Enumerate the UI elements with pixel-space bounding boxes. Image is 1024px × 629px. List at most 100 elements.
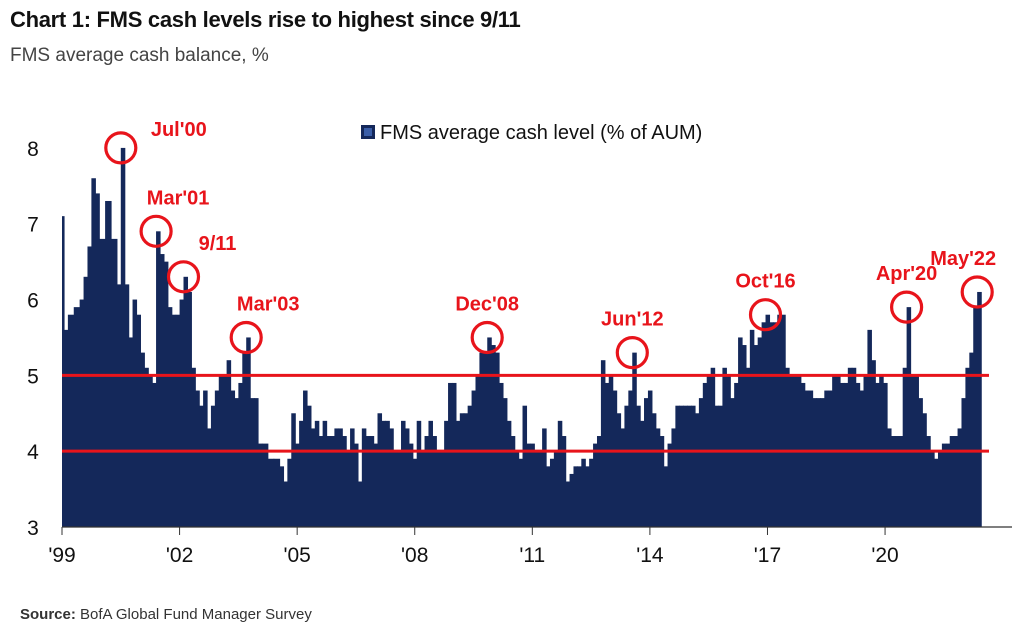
bar	[87, 246, 92, 527]
bar	[918, 398, 923, 527]
bar	[140, 352, 145, 527]
bar	[448, 382, 453, 527]
bar	[577, 466, 582, 527]
bar	[769, 322, 774, 527]
bar	[167, 307, 173, 527]
bar	[957, 428, 963, 527]
bar	[361, 428, 367, 527]
bar	[238, 382, 243, 527]
bar	[428, 420, 433, 527]
bar	[585, 466, 590, 527]
bar	[867, 329, 872, 527]
legend-swatch-highlight	[364, 128, 372, 136]
bar	[569, 473, 575, 527]
bar	[357, 481, 363, 527]
bar	[620, 428, 626, 527]
annotation-label: Oct'16	[735, 271, 795, 293]
bar	[420, 451, 426, 527]
bar	[785, 367, 790, 527]
bar	[350, 428, 355, 527]
bar	[287, 458, 292, 527]
bar	[965, 367, 970, 527]
x-tick-label: '17	[754, 544, 781, 567]
bar	[424, 436, 430, 527]
y-tick-label: 3	[27, 517, 39, 540]
bar	[295, 443, 300, 527]
bar	[816, 398, 821, 527]
bar	[365, 436, 371, 527]
bar	[777, 314, 782, 527]
bar	[510, 436, 516, 527]
bar	[322, 420, 328, 527]
annotation-circle	[470, 320, 504, 355]
bar	[338, 428, 343, 527]
legend: FMS average cash level (% of AUM)	[361, 122, 702, 144]
bar	[624, 405, 629, 527]
bar	[526, 443, 531, 527]
bar	[99, 238, 106, 527]
bar	[691, 405, 696, 527]
bar	[702, 382, 708, 527]
bar	[961, 398, 966, 527]
bar	[667, 443, 673, 527]
bar	[616, 413, 622, 527]
bar	[436, 451, 441, 527]
bar	[124, 284, 130, 527]
bar	[91, 178, 96, 528]
bar	[804, 390, 810, 527]
bar	[926, 436, 931, 527]
y-tick-label: 4	[27, 441, 39, 464]
bar	[187, 291, 192, 527]
bar	[522, 405, 528, 527]
bar	[761, 322, 767, 527]
annotation-circle	[889, 290, 924, 324]
x-tick-label: '08	[401, 544, 428, 567]
x-tick-label: '14	[636, 544, 664, 567]
bar	[199, 405, 204, 527]
bar	[116, 284, 122, 527]
bar	[969, 352, 974, 527]
bar	[534, 451, 539, 527]
source-text: BofA Global Fund Manager Survey	[80, 606, 312, 623]
source-label: Source:	[20, 606, 76, 623]
annotation-label: Apr'20	[876, 263, 937, 285]
annotation-circle	[748, 298, 783, 332]
bar	[518, 458, 524, 527]
annotation-label: Mar'03	[237, 294, 300, 316]
bar	[261, 443, 269, 527]
bar	[191, 367, 196, 527]
legend-label: FMS average cash level (% of AUM)	[380, 122, 702, 144]
bar	[283, 481, 288, 527]
bar	[855, 382, 861, 527]
bar	[377, 413, 383, 527]
bar	[183, 276, 189, 527]
bar	[273, 458, 281, 527]
chart-subtitle: FMS average cash balance, %	[10, 45, 269, 66]
bar	[722, 367, 727, 527]
bar	[62, 216, 65, 527]
bar	[663, 466, 669, 527]
bar	[152, 382, 157, 527]
bar	[773, 322, 778, 527]
bar	[491, 345, 496, 527]
bar	[432, 436, 437, 527]
bar	[144, 367, 149, 527]
bar	[894, 436, 900, 527]
bar	[499, 382, 504, 527]
bar	[303, 390, 308, 527]
bar	[279, 466, 285, 527]
bar	[79, 299, 85, 527]
bar	[401, 420, 406, 527]
bar	[945, 443, 951, 527]
bar	[659, 436, 665, 527]
y-tick-label: 8	[27, 138, 39, 161]
bar	[953, 436, 959, 527]
bar	[246, 337, 251, 527]
bar	[318, 436, 324, 527]
bar	[640, 420, 645, 527]
bar	[757, 337, 763, 527]
bar	[824, 390, 829, 527]
bar	[330, 436, 335, 527]
bar	[83, 276, 89, 527]
bar	[226, 360, 232, 527]
